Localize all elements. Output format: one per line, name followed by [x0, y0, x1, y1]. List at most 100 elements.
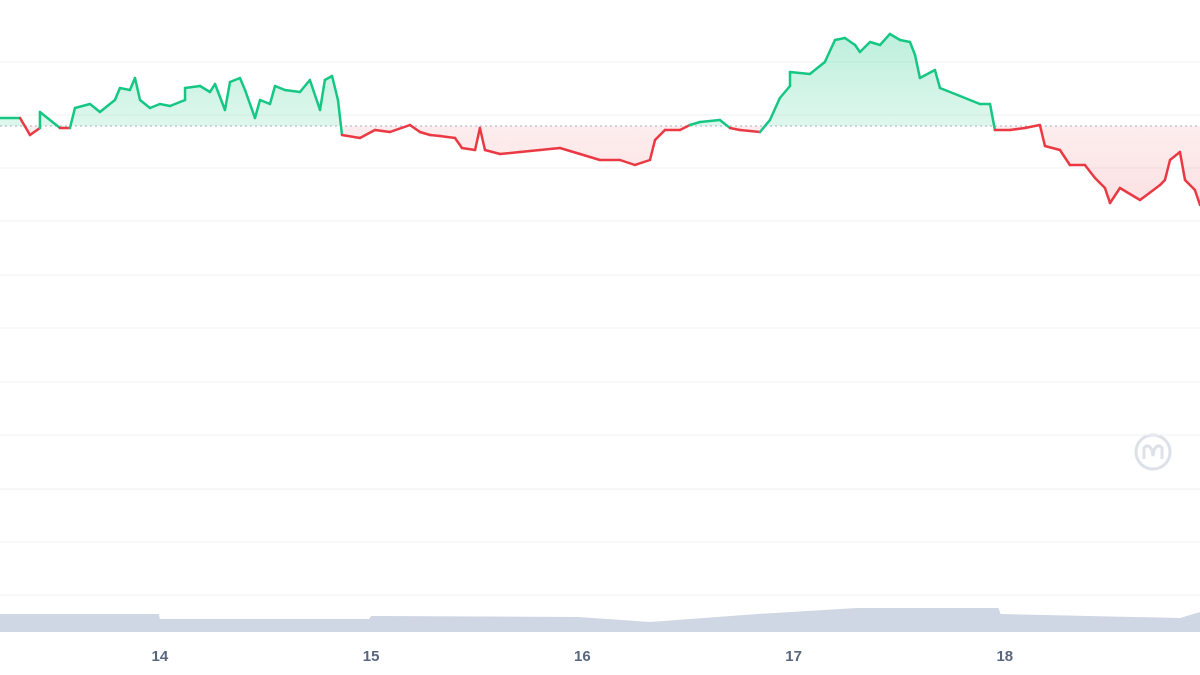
price-line-segment	[738, 128, 762, 134]
x-tick-label: 14	[152, 648, 169, 665]
price-line-segment	[678, 123, 692, 132]
price-line-segment	[558, 146, 582, 156]
price-line-segment	[498, 150, 522, 156]
watermark	[1134, 433, 1172, 471]
price-line-segment	[168, 98, 187, 108]
price-line-segment	[298, 78, 312, 94]
price-line-segment	[473, 126, 482, 152]
price-line-segment	[1008, 126, 1027, 132]
price-line-segment	[1058, 148, 1072, 167]
price-line-segment	[38, 110, 62, 130]
price-line-segment	[453, 136, 464, 150]
price-line-segment	[808, 60, 827, 76]
price-line-segment	[858, 40, 872, 54]
price-line-segment	[113, 86, 122, 102]
price-line-segment	[778, 84, 792, 100]
price-line-segment	[933, 68, 942, 90]
price-line-segment	[938, 86, 962, 98]
price-line-segment	[698, 118, 722, 124]
price-line-segment	[408, 123, 422, 134]
price-line-segment	[1193, 188, 1200, 207]
price-line-segment	[768, 96, 782, 122]
price-line-segment	[268, 84, 277, 106]
price-line-segment	[323, 74, 334, 82]
price-line-segment	[728, 126, 742, 132]
price-line-segment	[148, 102, 162, 110]
x-tick-label: 18	[996, 648, 1013, 665]
price-line-segment	[1118, 186, 1142, 202]
price-line-segment	[888, 32, 902, 42]
price-line-segment	[373, 128, 392, 134]
price-line-segment	[1108, 186, 1122, 205]
price-line-segment	[428, 133, 442, 138]
price-line-segment	[908, 40, 917, 57]
price-line-segment	[918, 68, 937, 80]
price-line-segment	[478, 126, 487, 152]
price-line-segment	[388, 123, 412, 134]
price-line-segment	[853, 43, 862, 54]
price-line-segment	[518, 148, 542, 154]
price-line-segment	[138, 98, 152, 110]
price-line-segment	[253, 98, 262, 120]
price-line-segment	[958, 94, 982, 106]
price-line-segment	[648, 138, 657, 162]
price-line-segment	[1093, 176, 1107, 190]
price-line-segment	[1038, 123, 1047, 148]
price-line-segment	[208, 82, 217, 94]
price-line-segment	[183, 84, 202, 90]
price-line-segment	[330, 74, 340, 102]
price-line-segment	[238, 76, 247, 92]
price-line-segment	[243, 88, 257, 120]
price-line-segment	[688, 120, 702, 127]
price-line-segment	[258, 98, 272, 106]
price-line-segment	[718, 118, 732, 130]
price-line-segment	[483, 148, 502, 156]
price-line-segment	[68, 106, 77, 130]
price-line-segment	[1103, 186, 1112, 205]
price-line-segment	[438, 134, 457, 140]
price-line-segment	[340, 133, 362, 140]
price-line-segment	[1023, 123, 1042, 130]
price-line-segment	[1043, 144, 1062, 152]
price-line-segment	[88, 102, 102, 114]
price-line-segment	[1163, 158, 1172, 182]
price-line-segment	[758, 118, 772, 134]
price-line-segment	[213, 82, 227, 112]
price-line-segment	[273, 84, 287, 92]
price-line-segment	[133, 76, 142, 102]
price-line-segment	[158, 102, 172, 108]
price-line-segment	[898, 38, 912, 44]
price-line-segment	[1178, 150, 1187, 182]
price-line-segment	[336, 98, 344, 137]
price-line-segment	[878, 32, 892, 47]
volume-area	[0, 608, 1200, 632]
price-line-segment	[538, 146, 562, 152]
price-line-segment	[460, 146, 477, 152]
area-up	[0, 34, 1200, 126]
price-line-segment	[418, 130, 432, 137]
price-line-segment	[833, 36, 847, 42]
price-line-segment	[653, 128, 667, 142]
price-line-segment	[1183, 178, 1197, 192]
price-line-segment	[128, 76, 137, 92]
price-line-segment	[18, 116, 32, 137]
price-line-segment	[578, 152, 602, 162]
x-tick-label: 15	[363, 648, 380, 665]
x-tick-label: 17	[785, 648, 802, 665]
price-line-segment	[618, 158, 637, 167]
price-line-segment	[358, 128, 377, 140]
price-line-segment	[98, 98, 117, 114]
price-line-segment	[868, 40, 882, 47]
price-line-segment	[1138, 183, 1162, 202]
price-line-segment	[73, 102, 92, 110]
price-line-segment	[223, 80, 232, 112]
price-line-segment	[843, 36, 857, 47]
price-line-segment	[1083, 163, 1097, 180]
area-down	[0, 126, 1200, 205]
price-line-segment	[308, 78, 322, 112]
price-line-segment	[1168, 150, 1182, 162]
price-line-segment	[988, 102, 997, 132]
price-line-segment	[913, 53, 922, 80]
price-line-segment	[118, 86, 132, 92]
